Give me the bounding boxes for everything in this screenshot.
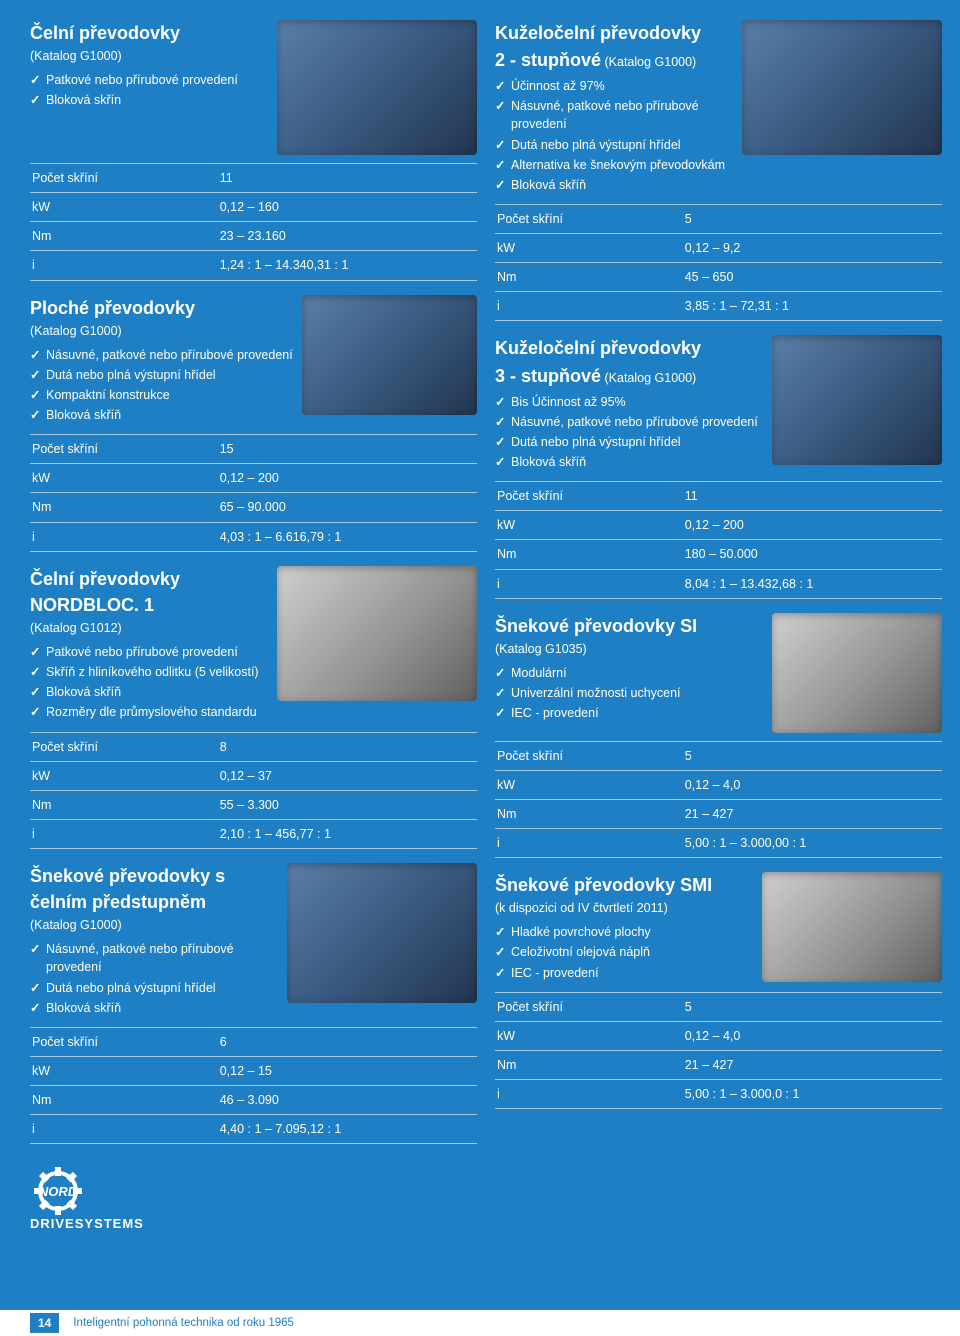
spec-table: Počet skříní11 kW0,12 – 200 Nm180 – 50.0… [495, 481, 942, 599]
feature-item: Patkové nebo přírubové provedení [30, 71, 477, 89]
right-column: Kuželočelní převodovky 2 - stupňové (Kat… [495, 20, 942, 1231]
spec-table: Počet skříní15 kW0,12 – 200 Nm65 – 90.00… [30, 434, 477, 552]
spec-row: Nm21 – 427 [495, 1050, 942, 1079]
spec-row: Počet skříní11 [30, 164, 477, 193]
feature-item: Bloková skříň [30, 683, 477, 701]
product-card-bevel-3stage: Kuželočelní převodovky 3 - stupňové (Kat… [495, 335, 942, 598]
spec-table: Počet skříní5 kW0,12 – 9,2 Nm45 – 650 i3… [495, 204, 942, 322]
feature-item: Modulární [495, 664, 942, 682]
spec-row: Nm180 – 50.000 [495, 540, 942, 569]
feature-item: Bloková skříň [495, 453, 942, 471]
feature-item: Násuvné, patkové nebo přírubové proveden… [495, 413, 942, 431]
spec-row: Počet skříní5 [495, 741, 942, 770]
product-card-worm-smi: Šnekové převodovky SMI (k dispozici od I… [495, 872, 942, 1109]
spec-row: Počet skříní8 [30, 732, 477, 761]
spec-row: Počet skříní11 [495, 482, 942, 511]
feature-item: Skříň z hliníkového odlitku (5 velikostí… [30, 663, 477, 681]
feature-item: Alternativa ke šnekovým převodovkám [495, 156, 942, 174]
spec-row: Počet skříní5 [495, 992, 942, 1021]
spec-row: Počet skříní6 [30, 1027, 477, 1056]
product-card-nordbloc: Čelní převodovky NORDBLOC. 1 (Katalog G1… [30, 566, 477, 849]
spec-row: Nm65 – 90.000 [30, 493, 477, 522]
feature-item: Násuvné, patkové nebo přírubové proveden… [30, 346, 477, 364]
spec-row: kW0,12 – 9,2 [495, 234, 942, 263]
feature-item: Bloková skříň [495, 176, 942, 194]
left-column: Čelní převodovky (Katalog G1000) Patkové… [30, 20, 477, 1231]
product-card-bevel-2stage: Kuželočelní převodovky 2 - stupňové (Kat… [495, 20, 942, 321]
page-footer: 14 Inteligentní pohonná technika od roku… [0, 1310, 960, 1336]
feature-item: Účinnost až 97% [495, 77, 942, 95]
product-card-helical: Čelní převodovky (Katalog G1000) Patkové… [30, 20, 477, 281]
product-card-parallel: Ploché převodovky (Katalog G1000) Násuvn… [30, 295, 477, 552]
spec-row: Počet skříní15 [30, 435, 477, 464]
spec-row: kW0,12 – 160 [30, 193, 477, 222]
spec-row: Nm23 – 23.160 [30, 222, 477, 251]
feature-item: Bis Účinnost až 95% [495, 393, 942, 411]
feature-item: Dutá nebo plná výstupní hřídel [495, 433, 942, 451]
spec-row: i5,00 : 1 – 3.000,0 : 1 [495, 1080, 942, 1109]
feature-item: Patkové nebo přírubové provedení [30, 643, 477, 661]
page-number: 14 [30, 1313, 59, 1333]
spec-row: i8,04 : 1 – 13.432,68 : 1 [495, 569, 942, 598]
feature-item: Bloková skříň [30, 999, 477, 1017]
product-card-worm-si: Šnekové převodovky SI (Katalog G1035) Mo… [495, 613, 942, 859]
feature-item: Hladké povrchové plochy [495, 923, 942, 941]
feature-item: Násuvné, patkové nebo přírubové proveden… [495, 97, 942, 133]
feature-item: Dutá nebo plná výstupní hřídel [495, 136, 942, 154]
spec-row: kW0,12 – 200 [30, 464, 477, 493]
feature-item: Rozměry dle průmyslového standardu [30, 703, 477, 721]
spec-row: i1,24 : 1 – 14.340,31 : 1 [30, 251, 477, 280]
spec-row: i5,00 : 1 – 3.000,00 : 1 [495, 829, 942, 858]
spec-row: Nm45 – 650 [495, 263, 942, 292]
spec-row: i4,03 : 1 – 6.616,79 : 1 [30, 522, 477, 551]
spec-table: Počet skříní11 kW0,12 – 160 Nm23 – 23.16… [30, 163, 477, 281]
spec-row: Nm55 – 3.300 [30, 790, 477, 819]
spec-row: kW0,12 – 15 [30, 1056, 477, 1085]
feature-item: Dutá nebo plná výstupní hřídel [30, 366, 477, 384]
feature-item: Bloková skříň [30, 406, 477, 424]
feature-list: Modulární Univerzální možnosti uchycení … [495, 664, 942, 722]
catalog-page: Čelní převodovky (Katalog G1000) Patkové… [0, 0, 960, 1310]
spec-row: i3,85 : 1 – 72,31 : 1 [495, 292, 942, 321]
brand-line: DRIVESYSTEMS [30, 1216, 477, 1231]
spec-row: kW0,12 – 200 [495, 511, 942, 540]
spec-row: kW0,12 – 37 [30, 761, 477, 790]
feature-item: IEC - provedení [495, 964, 942, 982]
feature-list: Účinnost až 97% Násuvné, patkové nebo př… [495, 77, 942, 194]
spec-table: Počet skříní6 kW0,12 – 15 Nm46 – 3.090 i… [30, 1027, 477, 1145]
feature-item: IEC - provedení [495, 704, 942, 722]
feature-list: Násuvné, patkové nebo přírubové proveden… [30, 940, 477, 1017]
gear-icon: NORD [30, 1166, 100, 1216]
feature-list: Hladké povrchové plochy Celoživotní olej… [495, 923, 942, 981]
product-card-worm-prestage: Šnekové převodovky s čelním předstupněm … [30, 863, 477, 1144]
two-column-layout: Čelní převodovky (Katalog G1000) Patkové… [30, 20, 942, 1231]
feature-item: Dutá nebo plná výstupní hřídel [30, 979, 477, 997]
spec-table: Počet skříní8 kW0,12 – 37 Nm55 – 3.300 i… [30, 732, 477, 850]
spec-row: Nm46 – 3.090 [30, 1086, 477, 1115]
spec-row: i4,40 : 1 – 7.095,12 : 1 [30, 1115, 477, 1144]
feature-item: Univerzální možnosti uchycení [495, 684, 942, 702]
feature-item: Násuvné, patkové nebo přírubové proveden… [30, 940, 477, 976]
feature-item: Kompaktní konstrukce [30, 386, 477, 404]
feature-item: Celoživotní olejová náplň [495, 943, 942, 961]
svg-text:NORD: NORD [39, 1184, 78, 1199]
spec-table: Počet skříní5 kW0,12 – 4,0 Nm21 – 427 i5… [495, 741, 942, 859]
feature-item: Bloková skřín [30, 91, 477, 109]
spec-table: Počet skříní5 kW0,12 – 4,0 Nm21 – 427 i5… [495, 992, 942, 1110]
footer-tagline: Inteligentní pohonná technika od roku 19… [73, 1317, 294, 1329]
spec-row: i2,10 : 1 – 456,77 : 1 [30, 819, 477, 848]
spec-row: Počet skříní5 [495, 204, 942, 233]
spec-row: kW0,12 – 4,0 [495, 770, 942, 799]
spec-row: Nm21 – 427 [495, 799, 942, 828]
spec-row: kW0,12 – 4,0 [495, 1021, 942, 1050]
brand-logo: NORD DRIVESYSTEMS [30, 1166, 477, 1231]
